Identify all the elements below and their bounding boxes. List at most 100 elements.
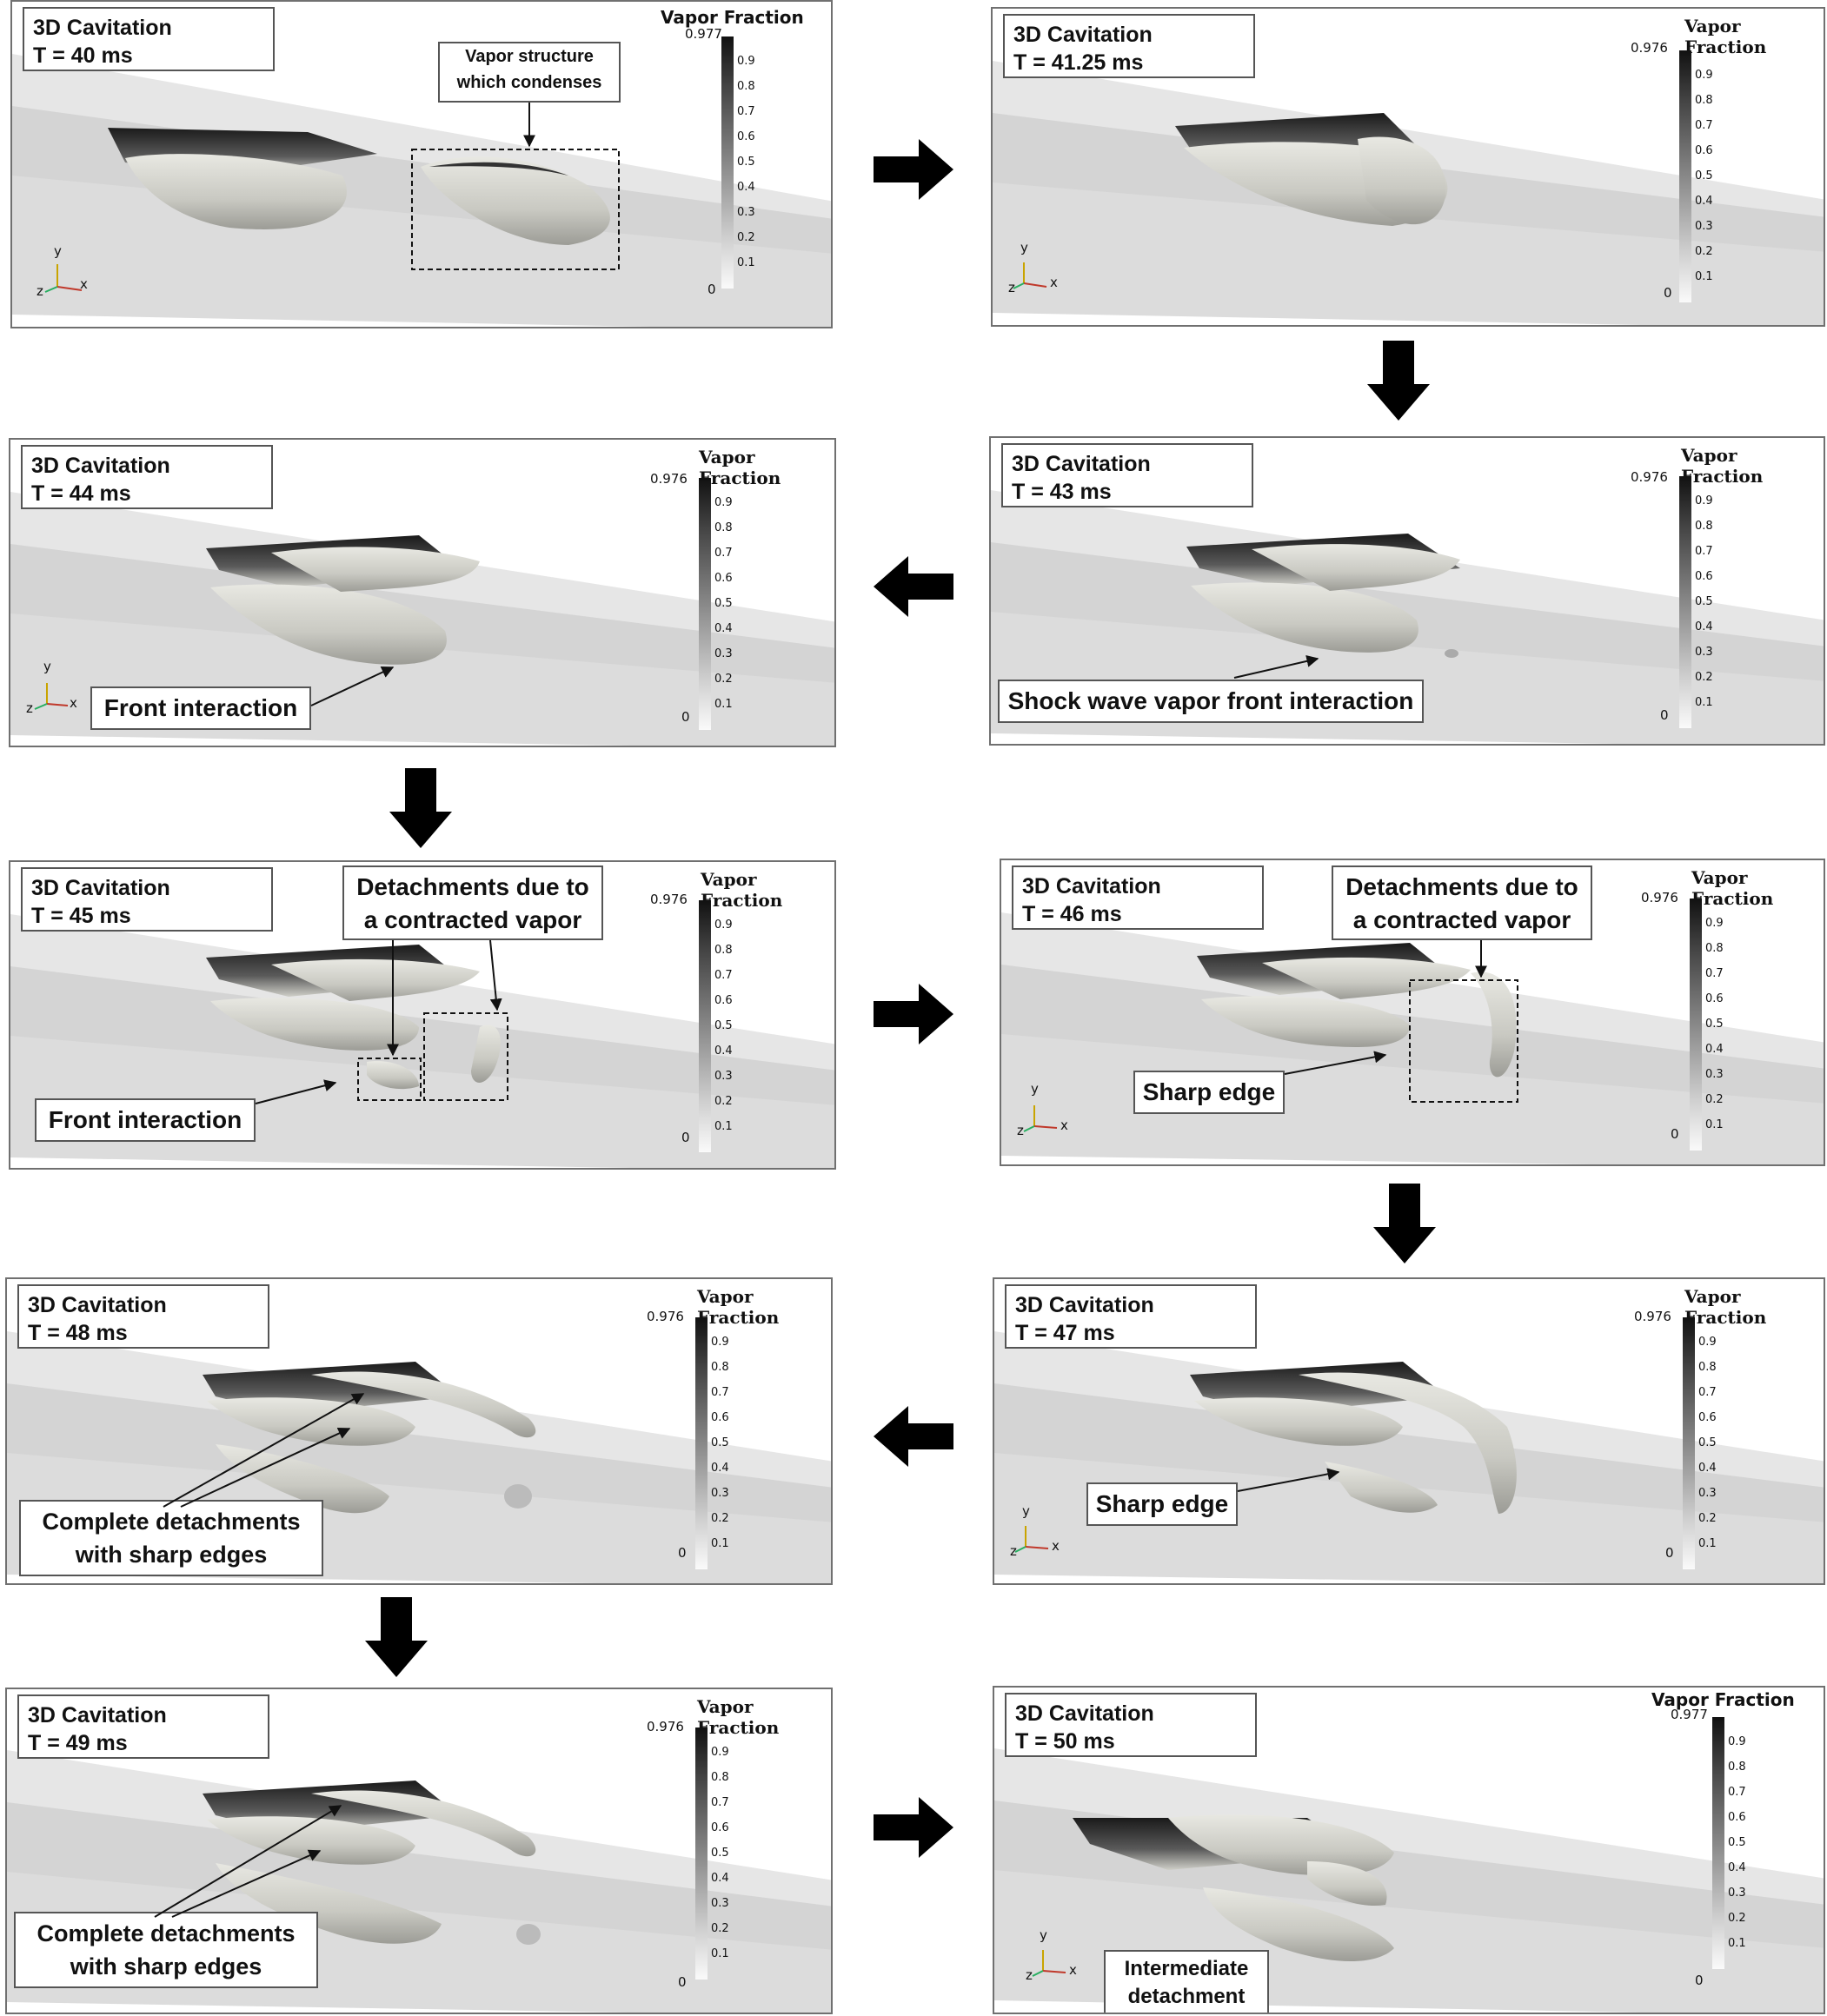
panel-title-box: 3D Cavitation T = 49 ms: [17, 1694, 269, 1759]
callout-line-1: Intermediate: [1124, 1957, 1249, 1980]
colorbar-tick-label: 0.8: [737, 80, 755, 93]
colorbar-min: 0: [1671, 1126, 1679, 1142]
panel-title: 3D Cavitation: [1015, 1293, 1154, 1317]
colorbar-tick-label: 0.9: [1698, 1336, 1717, 1349]
colorbar-tick-label: 0.6: [711, 1821, 729, 1834]
colorbar-tick-label: 0.2: [737, 231, 755, 244]
colorbar-tick-label: 0.5: [1695, 169, 1713, 182]
colorbar-tick-label: 0.9: [1728, 1735, 1746, 1748]
colorbar-tick-label: 0.4: [1728, 1861, 1746, 1874]
colorbar-tick-label: 0.1: [737, 256, 755, 269]
colorbar-tick-label: 0.2: [714, 673, 733, 686]
panel-t45: 3D Cavitation T = 45 ms Vapor Fraction 0…: [9, 860, 836, 1170]
panel-t40: 3D Cavitation T = 40 ms Vapor Fraction 0…: [10, 0, 833, 328]
callout-line-1: Detachments due to: [356, 873, 589, 900]
colorbar-max: 0.977: [685, 26, 722, 42]
colorbar-tick-label: 0.8: [1698, 1361, 1717, 1374]
colorbar-tick-label: 0.6: [1695, 570, 1713, 583]
callout-vapor-structure: Vapor structure which condenses: [438, 42, 621, 103]
colorbar-tick-label: 0.6: [711, 1411, 729, 1424]
colorbar-tick-label: 0.4: [711, 1462, 729, 1475]
colorbar: [1679, 50, 1691, 302]
colorbar-tick-label: 0.6: [1705, 992, 1724, 1005]
colorbar-min: 0: [681, 1130, 690, 1145]
colorbar-title: Vapor Fraction: [1691, 867, 1774, 909]
panel-title: 3D Cavitation: [31, 454, 170, 478]
callout-detachments: Detachments due to a contracted vapor: [342, 865, 603, 940]
colorbar-title: Vapor Fraction: [1684, 1286, 1767, 1328]
callout-line-1: Vapor structure: [465, 47, 594, 66]
panel-t49: 3D Cavitation T = 49 ms Vapor Fraction 0…: [5, 1688, 833, 2014]
callout-intermediate-detachment: Intermediate detachment: [1104, 1950, 1269, 2013]
panel-time: T = 43 ms: [1012, 480, 1112, 504]
callout-line-2: with sharp edges: [75, 1542, 268, 1568]
flow-arrow-left: [874, 556, 953, 617]
colorbar-max: 0.976: [1631, 469, 1668, 485]
colorbar-tick-label: 0.5: [737, 156, 755, 169]
colorbar-tick-label: 0.7: [711, 1796, 729, 1809]
colorbar-tick-label: 0.4: [1698, 1462, 1717, 1475]
colorbar-tick-label: 0.3: [714, 1070, 733, 1083]
flow-arrow-down: [365, 1597, 428, 1677]
colorbar-tick-label: 0.1: [711, 1537, 729, 1550]
colorbar-tick-label: 0.2: [711, 1922, 729, 1935]
colorbar-tick-label: 0.4: [714, 622, 733, 635]
colorbar-tick-label: 0.5: [1698, 1436, 1717, 1449]
panel-title: 3D Cavitation: [33, 16, 172, 40]
panel-title-box: 3D Cavitation T = 46 ms: [1012, 865, 1264, 930]
panel-title-box: 3D Cavitation T = 47 ms: [1005, 1284, 1257, 1349]
colorbar-tick-label: 0.2: [1728, 1912, 1746, 1925]
colorbar-tick-label: 0.1: [1695, 696, 1713, 709]
scene-render: [994, 1748, 1824, 2013]
colorbar-max: 0.976: [1634, 1309, 1671, 1324]
callout-complete-detachments: Complete detachments with sharp edges: [19, 1500, 323, 1576]
callout-line-1: Detachments due to: [1345, 873, 1578, 900]
panel-title-box: 3D Cavitation T = 48 ms: [17, 1284, 269, 1349]
panel-title-box: 3D Cavitation T = 45 ms: [21, 867, 273, 932]
colorbar-title: Vapor Fraction: [1684, 16, 1767, 57]
colorbar-title: Vapor Fraction: [701, 869, 783, 911]
flow-arrow-down: [1373, 1184, 1436, 1263]
colorbar: [721, 36, 734, 288]
colorbar-tick-label: 0.8: [711, 1361, 729, 1374]
colorbar-tick-label: 0.5: [711, 1436, 729, 1449]
colorbar-tick-label: 0.3: [1695, 646, 1713, 659]
colorbar-tick-label: 0.8: [1705, 942, 1724, 955]
panel-time: T = 40 ms: [33, 43, 133, 68]
colorbar-tick-label: 0.3: [714, 647, 733, 660]
panel-title-box: 3D Cavitation T = 40 ms: [23, 7, 275, 71]
colorbar-tick-label: 0.7: [711, 1386, 729, 1399]
colorbar-tick-label: 0.4: [737, 181, 755, 194]
colorbar-tick-label: 0.8: [714, 944, 733, 957]
colorbar-max: 0.976: [1631, 40, 1668, 56]
panel-title: 3D Cavitation: [1013, 23, 1153, 47]
panel-time: T = 48 ms: [28, 1321, 128, 1345]
callout-line-1: Complete detachments: [37, 1920, 296, 1946]
callout-line-2: detachment: [1127, 1985, 1246, 2008]
colorbar-tick-label: 0.1: [1698, 1537, 1717, 1550]
colorbar-tick-label: 0.9: [711, 1336, 729, 1349]
panel-title: 3D Cavitation: [28, 1703, 167, 1728]
colorbar-tick-label: 0.3: [711, 1897, 729, 1910]
panel-t41-25: 3D Cavitation T = 41.25 ms Vapor Fractio…: [991, 7, 1825, 327]
panel-title: 3D Cavitation: [1012, 452, 1151, 476]
flow-arrow-right: [874, 984, 953, 1044]
flow-arrow-left: [874, 1406, 953, 1467]
scene-render: [10, 492, 834, 746]
colorbar-tick-label: 0.5: [1695, 595, 1713, 608]
callout-front-interaction: Front interaction: [90, 686, 311, 730]
colorbar-tick-label: 0.7: [1728, 1786, 1746, 1799]
colorbar-tick-label: 0.1: [1695, 270, 1713, 283]
colorbar-title: Vapor Fraction: [697, 1696, 780, 1738]
colorbar-tick-label: 0.5: [714, 597, 733, 610]
colorbar-tick-label: 0.3: [1728, 1887, 1746, 1900]
colorbar-max: 0.976: [647, 1719, 684, 1734]
colorbar-tick-label: 0.6: [1698, 1411, 1717, 1424]
colorbar-tick-label: 0.8: [1695, 520, 1713, 533]
colorbar: [695, 1317, 708, 1569]
colorbar: [699, 478, 711, 730]
colorbar-tick-label: 0.4: [1695, 620, 1713, 633]
colorbar-max: 0.976: [650, 471, 688, 487]
colorbar: [699, 900, 711, 1152]
colorbar: [1679, 476, 1691, 728]
